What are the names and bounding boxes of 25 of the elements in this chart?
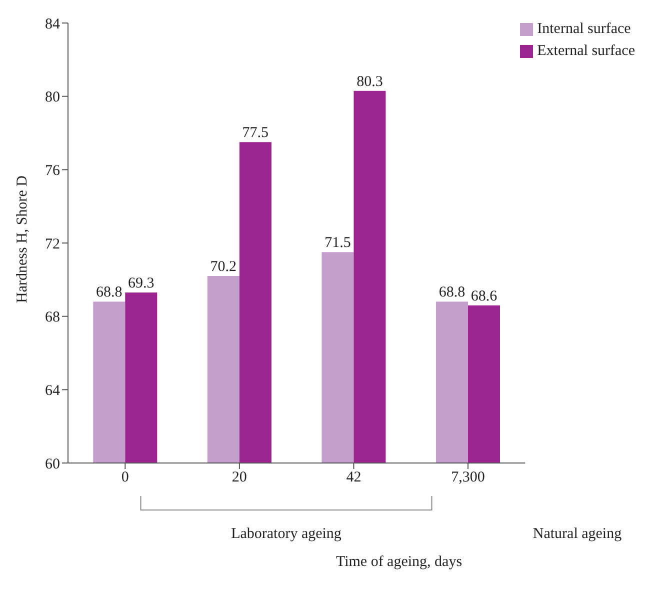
y-tick-label: 76	[45, 162, 60, 179]
y-tick-label: 84	[45, 16, 60, 32]
x-tick-label: 42	[346, 470, 362, 486]
data-label: 80.3	[356, 74, 383, 90]
text: Natural ageing	[532, 526, 622, 542]
y-axis-title: Hardness H, Shore D	[14, 175, 30, 303]
data-label: 69.3	[128, 276, 154, 292]
text: Laboratory ageing	[231, 526, 342, 542]
legend-label: Internal surface	[537, 21, 631, 37]
x-axis-title: Time of ageing, days	[336, 554, 462, 570]
y-tick-label: 64	[45, 382, 60, 399]
y-tick-label: 68	[45, 310, 60, 326]
legend-label: External surface	[537, 43, 635, 59]
data-label: 70.2	[210, 259, 237, 275]
x-tick-label: 20	[232, 470, 247, 486]
y-tick-label: 72	[45, 236, 60, 252]
data-label: 68.8	[438, 284, 466, 301]
y-tick-label: 60	[45, 456, 60, 472]
y-tick-label: 80	[45, 90, 60, 106]
x-tick-label: 0	[121, 470, 129, 486]
x-tick-label: 7,300	[451, 470, 485, 486]
data-label: 71.5	[324, 235, 351, 252]
data-label: 68.6	[470, 288, 498, 304]
data-label: 77.5	[242, 125, 269, 142]
data-label: 68.8	[96, 284, 122, 301]
